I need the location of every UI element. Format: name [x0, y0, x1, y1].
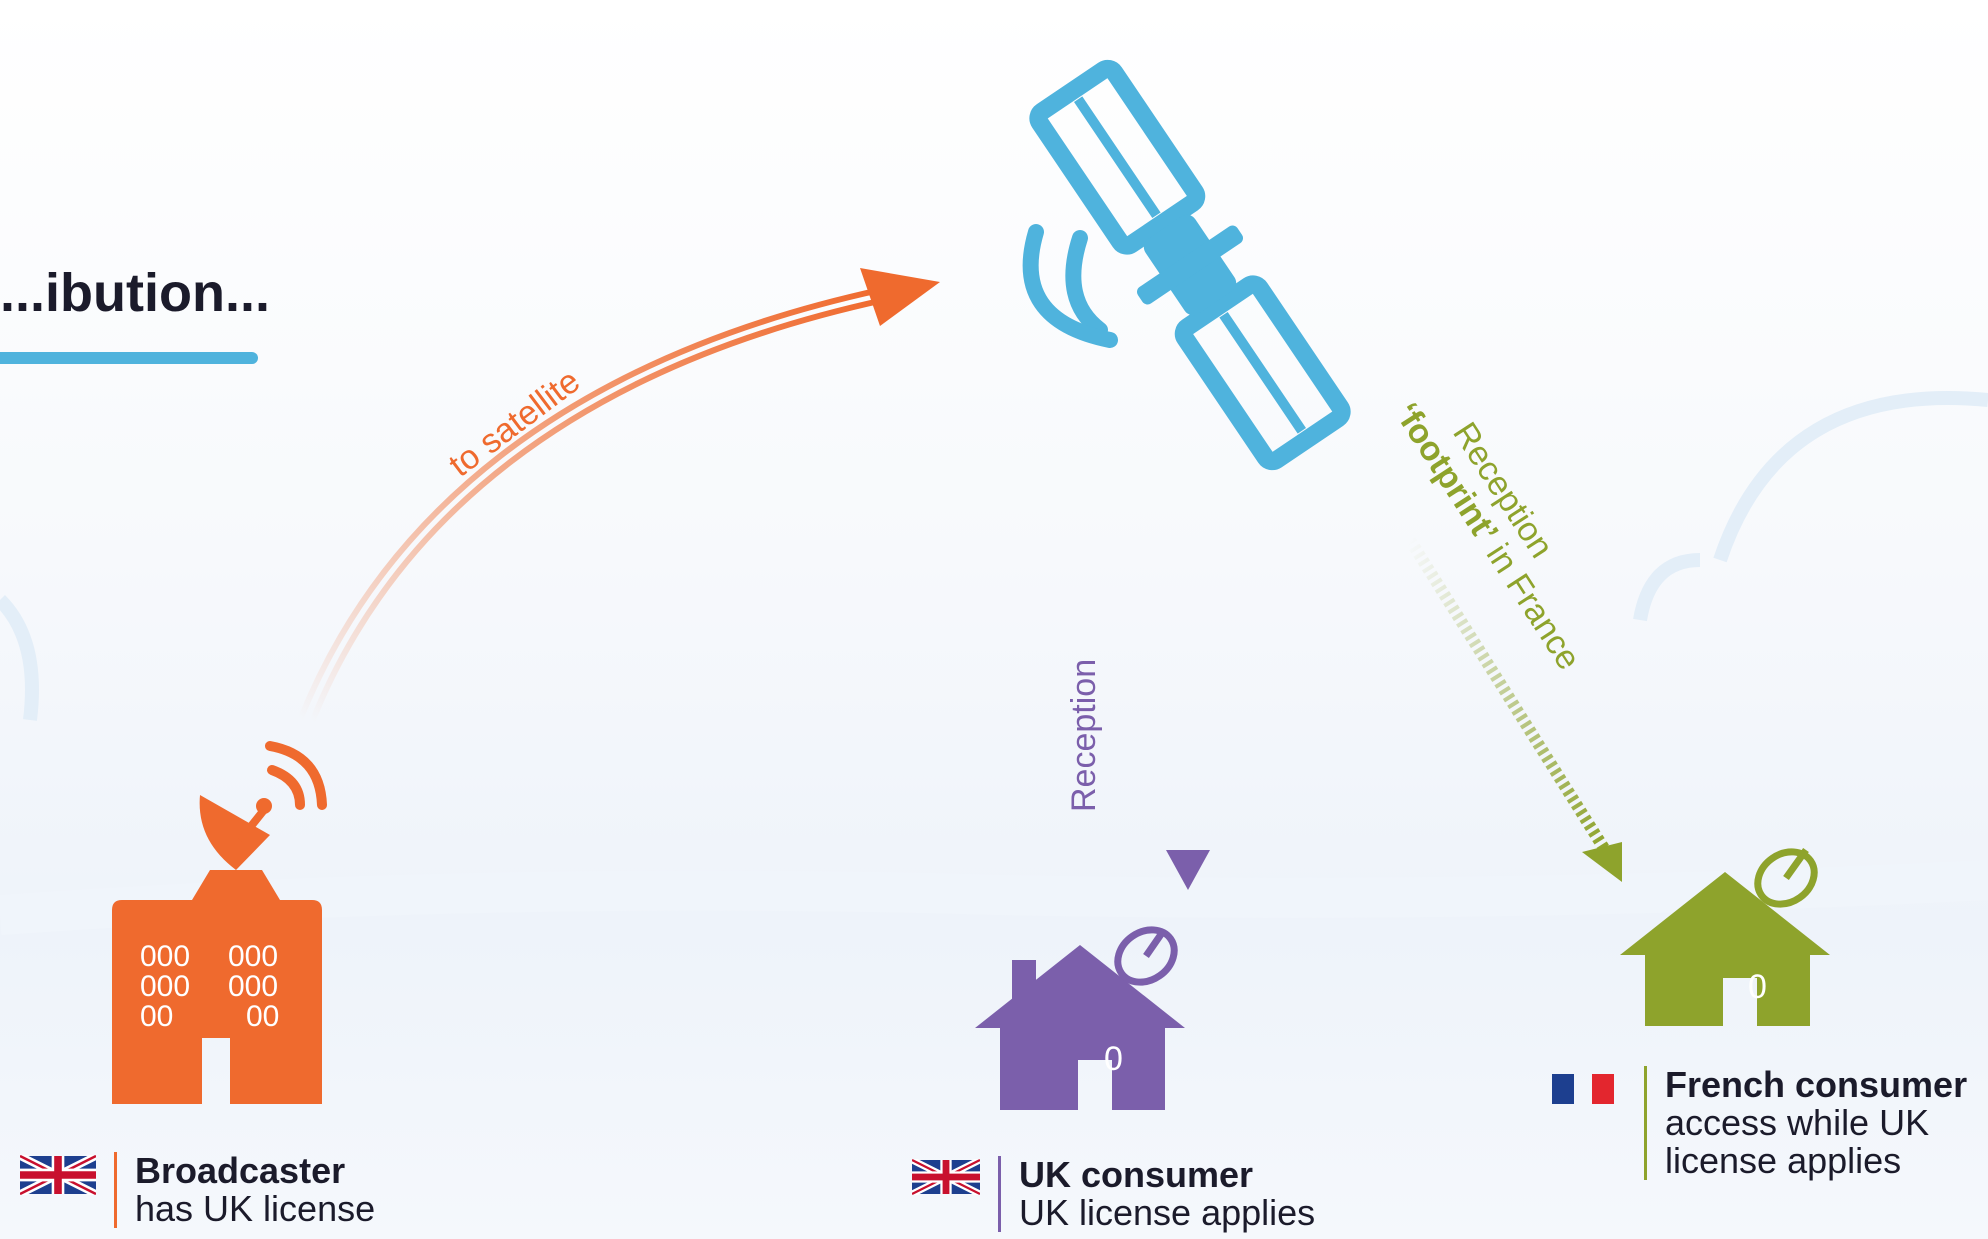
reception-arrow: [1166, 460, 1210, 890]
french-consumer-subtitle-line1: access while UK: [1665, 1102, 1930, 1143]
uk-consumer-door-label: 0: [1104, 1040, 1123, 1078]
title-underline: [0, 352, 258, 364]
french-consumer-door-label: 0: [1748, 968, 1767, 1006]
uk-consumer-title: UK consumer: [1019, 1154, 1254, 1195]
satellite-icon: [1029, 59, 1351, 471]
broadcaster-label: Broadcaster has UK license: [20, 1152, 375, 1228]
uk-flag-icon: [912, 1159, 980, 1195]
french-consumer-subtitle-line2: license applies: [1665, 1140, 1902, 1181]
broadcaster-window-1: 000: [140, 940, 190, 973]
broadcaster-window-3: 000: [140, 970, 190, 1003]
uk-consumer-subtitle: UK license applies: [1019, 1192, 1316, 1233]
broadcaster-building-icon: 000 000 000 000 00 00: [112, 870, 322, 1104]
france-flag-icon: [1552, 1074, 1614, 1104]
to-satellite-arrow: [297, 268, 940, 724]
reception-label: Reception: [1065, 659, 1103, 812]
broadcaster-title: Broadcaster: [135, 1150, 346, 1191]
broadcaster-window-5: 00: [140, 1000, 173, 1033]
broadcaster-subtitle: has UK license: [135, 1188, 376, 1229]
broadcaster-window-4: 000: [228, 970, 278, 1003]
broadcaster-window-6: 00: [246, 1000, 279, 1033]
page-title: ...ibution...: [0, 263, 270, 323]
footprint-label: Reception ‘footprint’ in France: [1387, 396, 1588, 677]
french-consumer-title: French consumer: [1665, 1064, 1968, 1105]
french-consumer-house-icon: 0: [1620, 847, 1830, 1026]
footprint-arrow: [1404, 536, 1622, 882]
uk-consumer-house-icon: 0: [975, 926, 1185, 1110]
broadcaster-window-2: 000: [228, 940, 278, 973]
uk-consumer-label: UK consumer UK license applies: [912, 1156, 1315, 1232]
french-consumer-label: French consumer access while UK license …: [1552, 1066, 1967, 1180]
uk-flag-icon: [20, 1155, 96, 1195]
broadcaster-dish-icon: [199, 741, 327, 870]
background-clouds: [0, 391, 1988, 935]
satellite-signal-icon: [1022, 224, 1118, 348]
